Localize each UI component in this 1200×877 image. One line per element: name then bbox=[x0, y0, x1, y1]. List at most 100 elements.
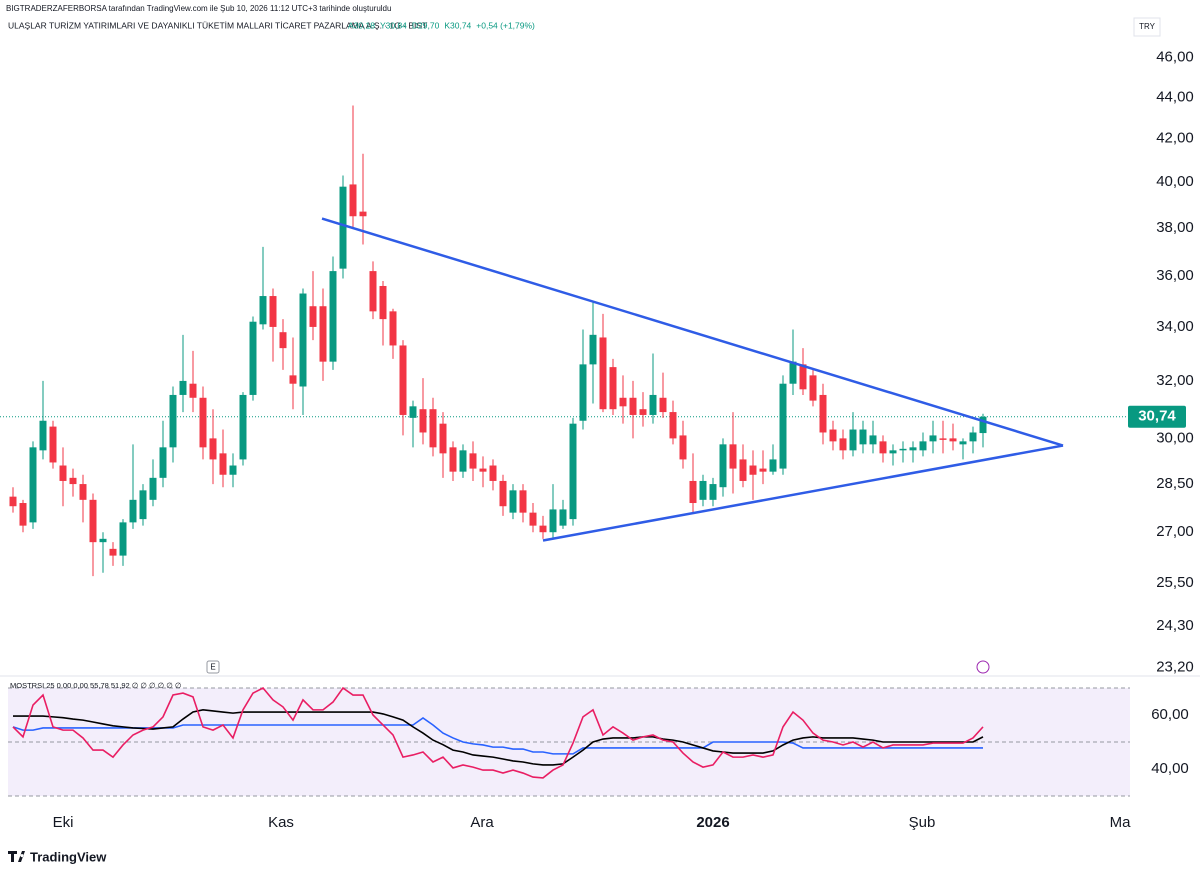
y-tick-label: 40,00 bbox=[1151, 760, 1189, 777]
candle-body bbox=[529, 512, 537, 526]
candle-body bbox=[359, 211, 367, 217]
candle-body bbox=[539, 525, 547, 533]
candle-body bbox=[69, 477, 77, 485]
candle-body bbox=[729, 444, 737, 469]
candle-body bbox=[809, 375, 817, 401]
candle-body bbox=[679, 435, 687, 460]
y-tick-label: 38,00 bbox=[1156, 219, 1194, 236]
candle-body bbox=[619, 397, 627, 407]
candle-body bbox=[949, 438, 957, 442]
candle-body bbox=[259, 296, 267, 325]
candle-body bbox=[639, 409, 647, 415]
candle-body bbox=[689, 480, 697, 504]
candle-body bbox=[419, 409, 427, 433]
candle-body bbox=[279, 332, 287, 349]
candle-body bbox=[139, 490, 147, 520]
candle-body bbox=[889, 450, 897, 454]
y-tick-label: 40,00 bbox=[1156, 173, 1194, 190]
candle-body bbox=[229, 465, 237, 475]
x-tick-label: 2026 bbox=[696, 814, 729, 831]
candle-body bbox=[449, 447, 457, 472]
candle-body bbox=[109, 548, 117, 556]
candle-body bbox=[59, 465, 67, 481]
brand-logo bbox=[8, 851, 25, 862]
alert-icon[interactable] bbox=[976, 660, 990, 674]
candle-body bbox=[439, 423, 447, 454]
candle-body bbox=[379, 285, 387, 320]
last-price-label: 30,74 bbox=[1138, 408, 1176, 425]
candle-body bbox=[899, 448, 907, 451]
x-tick-label: Ma bbox=[1110, 814, 1131, 831]
x-tick-label: Ara bbox=[470, 814, 494, 831]
candle-body bbox=[339, 186, 347, 269]
candle-body bbox=[399, 345, 407, 415]
candle-body bbox=[649, 394, 657, 415]
candle-body bbox=[289, 375, 297, 384]
candle-body bbox=[589, 334, 597, 365]
y-tick-label: 32,00 bbox=[1156, 372, 1194, 389]
indicator-label: MOSTRSI 25 0,00 0,00 55,78 51,92 ∅ ∅ ∅ ∅… bbox=[10, 681, 182, 690]
candle-body bbox=[469, 453, 477, 469]
candle-body bbox=[549, 509, 557, 533]
candle-body bbox=[219, 453, 227, 475]
currency: TRY bbox=[1139, 22, 1156, 31]
candle-body bbox=[169, 394, 177, 448]
ohlc-value: D29,70 bbox=[412, 20, 440, 30]
candle-body bbox=[9, 496, 17, 507]
candle-body bbox=[369, 271, 377, 312]
candle-body bbox=[159, 447, 167, 478]
y-tick-label: 23,20 bbox=[1156, 658, 1194, 675]
ohlc-value: K30,74 bbox=[444, 20, 471, 30]
candle-body bbox=[919, 441, 927, 451]
candle-body bbox=[479, 468, 487, 472]
candle-body bbox=[509, 490, 517, 513]
candle-body bbox=[189, 383, 197, 398]
candle-body bbox=[89, 499, 97, 543]
y-tick-label: 25,50 bbox=[1156, 574, 1194, 591]
indicator-line bbox=[12, 716, 983, 755]
brand: TradingView bbox=[30, 849, 107, 864]
ohlc-legend: A30,18 Y30,84 D29,70 K30,74 +0,54 (+1,79%) bbox=[348, 20, 535, 30]
candle-body bbox=[149, 477, 157, 500]
indicator-line bbox=[12, 686, 984, 779]
candle-body bbox=[909, 447, 917, 451]
y-tick-label: 34,00 bbox=[1156, 318, 1194, 335]
candle-body bbox=[669, 412, 677, 439]
candle-body bbox=[309, 306, 317, 327]
y-tick-label: 46,00 bbox=[1156, 49, 1194, 66]
trendline bbox=[542, 444, 1064, 542]
candle-body bbox=[609, 367, 617, 410]
y-tick-label: 36,00 bbox=[1156, 267, 1194, 284]
symbol: ULAŞLAR TURİZM YATIRIMLARI VE DAYANIKLI … bbox=[8, 20, 427, 30]
indicator-line bbox=[13, 709, 984, 766]
candle-body bbox=[719, 444, 727, 488]
candle-body bbox=[789, 361, 797, 384]
candle-body bbox=[739, 459, 747, 481]
y-tick-label: 42,00 bbox=[1156, 130, 1194, 147]
events-icon-glyph: E bbox=[210, 663, 215, 672]
candle-body bbox=[429, 409, 437, 448]
candle-body bbox=[759, 468, 767, 472]
x-tick-label: Şub bbox=[909, 814, 936, 831]
ohlc-value: A30,18 bbox=[348, 20, 375, 30]
candle-body bbox=[559, 509, 567, 526]
currency-box bbox=[1133, 17, 1161, 37]
candle-body bbox=[929, 435, 937, 442]
candle-body bbox=[959, 441, 967, 445]
candle-body bbox=[79, 484, 87, 500]
candle-body bbox=[699, 480, 707, 500]
events-icon[interactable] bbox=[206, 660, 220, 674]
candle-body bbox=[299, 293, 307, 387]
candle-body bbox=[239, 394, 247, 460]
candle-body bbox=[799, 364, 807, 390]
y-tick-label: 28,50 bbox=[1156, 475, 1194, 492]
candle-body bbox=[489, 465, 497, 481]
candle-body bbox=[939, 438, 947, 440]
ohlc-value: +0,54 (+1,79%) bbox=[476, 20, 535, 30]
candle-body bbox=[409, 406, 417, 418]
candle-body bbox=[199, 397, 207, 448]
ohlc-value: Y30,84 bbox=[380, 20, 407, 30]
candle-body bbox=[779, 383, 787, 469]
candle-body bbox=[39, 420, 47, 451]
